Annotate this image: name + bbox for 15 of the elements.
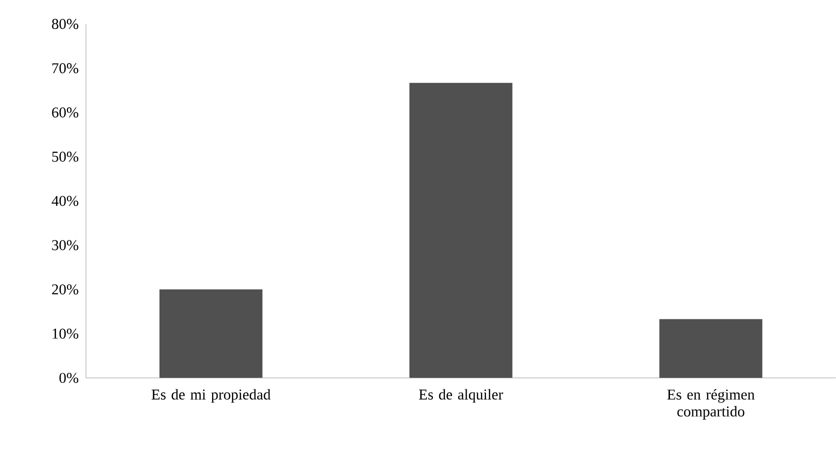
x-tick-label: Es de mi propiedad (152, 389, 271, 403)
y-tick-label: 80% (52, 18, 78, 30)
y-tick-label: 30% (52, 240, 78, 250)
y-tick-label: 50% (52, 152, 78, 162)
bar (409, 82, 512, 378)
y-tick-label: 40% (52, 196, 78, 206)
y-tick-label: 10% (52, 328, 78, 339)
y-tick-label: 60% (52, 107, 78, 118)
y-tick-label: 0% (59, 372, 78, 384)
y-tick-label: 70% (52, 63, 78, 74)
bar (659, 319, 762, 378)
bar (159, 289, 262, 378)
y-tick-label: 20% (52, 284, 78, 295)
x-tick-label: Es en régimen compartido (667, 389, 755, 420)
x-tick-label: Es de alquiler (419, 389, 504, 403)
